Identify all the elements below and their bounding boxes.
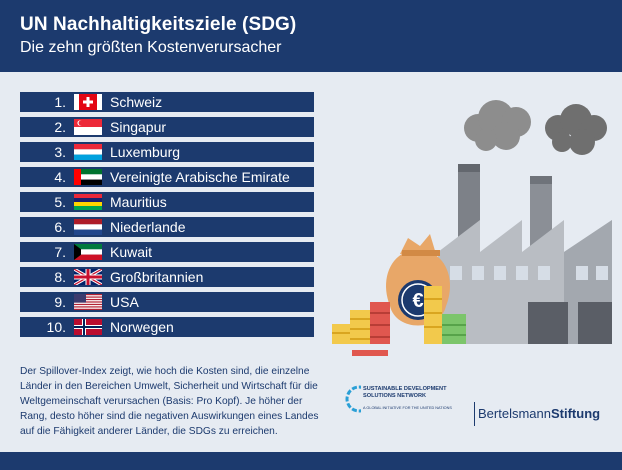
netherlands-flag-icon — [74, 219, 102, 235]
smoke-cloud-icon — [464, 100, 607, 155]
usa-flag-icon — [74, 294, 102, 310]
country-name: Niederlande — [110, 219, 186, 235]
rank-number: 7. — [54, 244, 66, 260]
country-name: Schweiz — [110, 94, 163, 110]
country-name: Vereinigte Arabische Emirate — [110, 169, 290, 185]
sdsn-circle-icon — [345, 385, 361, 413]
country-name: Kuwait — [110, 244, 153, 260]
list-item: 9. USA — [20, 292, 314, 312]
rank-number: 2. — [54, 119, 66, 135]
factory-door-icon — [528, 302, 568, 344]
factory-money-illustration: € — [332, 100, 612, 356]
footnote-text: Der Spillover-Index zeigt, wie hoch die … — [20, 366, 319, 437]
united-kingdom-flag-icon — [74, 269, 102, 285]
rank-number: 8. — [54, 269, 66, 285]
header: UN Nachhaltigkeitsziele (SDG) Die zehn g… — [0, 0, 622, 72]
bertelsmann-regular: Bertelsmann — [478, 406, 551, 421]
rank-number: 6. — [54, 219, 66, 235]
list-item: 1. Schweiz — [20, 92, 314, 112]
page-title: UN Nachhaltigkeitsziele (SDG) — [20, 14, 297, 35]
country-name: Großbritannien — [110, 269, 204, 285]
switzerland-flag-icon — [74, 94, 102, 110]
rank-number: 9. — [54, 294, 66, 310]
list-item: 6. Niederlande — [20, 217, 314, 237]
country-name: Norwegen — [110, 319, 174, 335]
list-item: 4. Vereinigte Arabische Emirate — [20, 167, 314, 187]
country-name: Singapur — [110, 119, 167, 135]
logo-divider — [474, 402, 475, 426]
footer-bar — [0, 452, 622, 470]
country-name: USA — [110, 294, 139, 310]
coin-stack-icon — [332, 286, 466, 356]
kuwait-flag-icon — [74, 244, 102, 260]
singapore-flag-icon — [74, 119, 102, 135]
list-item: 3. Luxemburg — [20, 142, 314, 162]
list-item: 10. Norwegen — [20, 317, 314, 337]
luxembourg-flag-icon — [74, 144, 102, 160]
rank-number: 3. — [54, 144, 66, 160]
mauritius-flag-icon — [74, 194, 102, 210]
rank-number: 4. — [54, 169, 66, 185]
list-item: 8. Großbritannien — [20, 267, 314, 287]
main-panel: 1. Schweiz 2. Singapur 3. — [0, 72, 622, 452]
sdsn-logo: SUSTAINABLE DEVELOPMENT SOLUTIONS NETWOR… — [345, 384, 465, 424]
list-item: 5. Mauritius — [20, 192, 314, 212]
euro-symbol: € — [412, 290, 423, 312]
list-item: 7. Kuwait — [20, 242, 314, 262]
rank-number: 10. — [46, 319, 66, 335]
bertelsmann-logo: BertelsmannStiftung — [478, 406, 600, 421]
sdsn-name: SUSTAINABLE DEVELOPMENT SOLUTIONS NETWOR… — [363, 386, 447, 399]
page-subtitle: Die zehn größten Kostenverursacher — [20, 39, 282, 56]
rank-number: 5. — [54, 194, 66, 210]
country-name: Mauritius — [110, 194, 167, 210]
norway-flag-icon — [74, 319, 102, 335]
sdsn-tagline: A GLOBAL INITIATIVE FOR THE UNITED NATIO… — [363, 406, 452, 410]
bertelsmann-bold: Stiftung — [550, 406, 601, 421]
list-item: 2. Singapur — [20, 117, 314, 137]
uae-flag-icon — [74, 169, 102, 185]
rank-number: 1. — [54, 94, 66, 110]
country-name: Luxemburg — [110, 144, 181, 160]
